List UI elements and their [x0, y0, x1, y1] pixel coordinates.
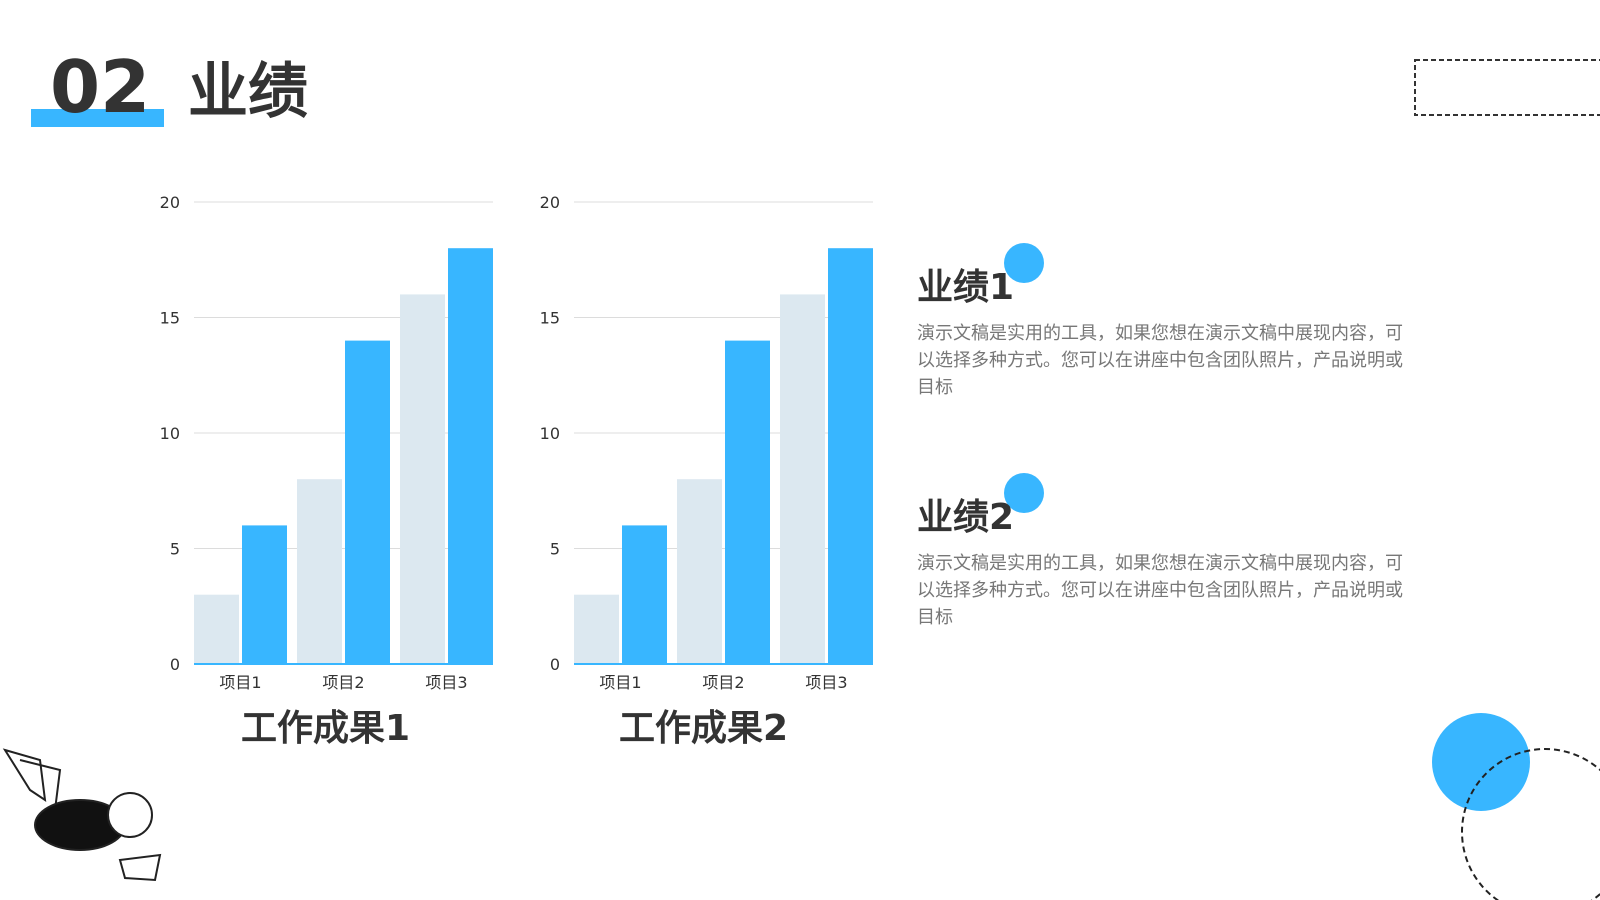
- x-tick-label: 项目2: [322, 673, 364, 692]
- illustration: [2, 748, 162, 882]
- y-tick-label: 5: [170, 540, 180, 559]
- deco-dot: [1004, 473, 1044, 513]
- x-tick-label: 项目1: [599, 673, 641, 692]
- section-title: 业绩1: [917, 267, 1015, 308]
- x-tick-label: 项目2: [702, 673, 744, 692]
- bar: [297, 479, 342, 664]
- y-tick-label: 0: [550, 655, 560, 674]
- bar: [677, 479, 722, 664]
- bar: [448, 248, 493, 664]
- section-text: 演示文稿是实用的工具，如果您想在演示文稿中展现内容，可以选择多种方式。您可以在讲…: [917, 553, 1403, 628]
- section-text: 演示文稿是实用的工具，如果您想在演示文稿中展现内容，可以选择多种方式。您可以在讲…: [917, 323, 1403, 398]
- bar: [194, 594, 239, 664]
- bar: [780, 294, 825, 664]
- bar: [622, 525, 667, 664]
- chart-title: 工作成果2: [619, 708, 788, 749]
- y-tick-label: 20: [160, 193, 180, 212]
- deco-dot: [1004, 243, 1044, 283]
- x-tick-label: 项目1: [219, 673, 261, 692]
- header-number: 02: [50, 45, 150, 129]
- y-tick-label: 20: [540, 193, 560, 212]
- y-tick-label: 10: [160, 424, 180, 443]
- x-tick-label: 项目3: [805, 673, 847, 692]
- bar: [345, 340, 390, 664]
- y-tick-label: 15: [540, 309, 560, 328]
- bar: [574, 594, 619, 664]
- y-tick-label: 0: [170, 655, 180, 674]
- y-tick-label: 10: [540, 424, 560, 443]
- x-tick-label: 项目3: [425, 673, 467, 692]
- deco-circle: [1432, 713, 1530, 811]
- section-title: 业绩2: [917, 497, 1015, 538]
- y-tick-label: 5: [550, 540, 560, 559]
- bar: [828, 248, 873, 664]
- section: 业绩1 演示文稿是实用的工具，如果您想在演示文稿中展现内容，可以选择多种方式。您…: [917, 258, 1407, 401]
- deco-dashed-rect: [1414, 59, 1600, 116]
- bar: [242, 525, 287, 664]
- bar: [725, 340, 770, 664]
- chart-title: 工作成果1: [241, 708, 410, 749]
- bar: [400, 294, 445, 664]
- header-title: 业绩: [188, 57, 308, 127]
- header-bar: [31, 109, 164, 127]
- deco-dashed-circle: [1461, 748, 1600, 900]
- section: 业绩2 演示文稿是实用的工具，如果您想在演示文稿中展现内容，可以选择多种方式。您…: [917, 488, 1407, 631]
- y-tick-label: 15: [160, 309, 180, 328]
